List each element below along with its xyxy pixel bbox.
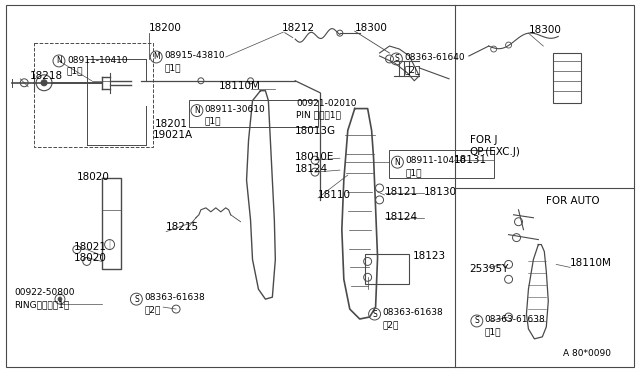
Text: 18010E: 18010E <box>295 152 335 162</box>
Text: 18020: 18020 <box>74 253 107 263</box>
Text: 08915-43810: 08915-43810 <box>164 51 225 60</box>
Circle shape <box>41 80 47 86</box>
Text: N: N <box>56 57 62 65</box>
Text: 18021: 18021 <box>74 241 107 251</box>
Bar <box>189 100 318 128</box>
Text: 19021A: 19021A <box>153 131 193 140</box>
Text: A 80*0090: A 80*0090 <box>563 349 611 358</box>
Text: FOR J: FOR J <box>470 135 497 145</box>
Text: （1）: （1） <box>164 63 180 72</box>
Text: OP.(EXC.J): OP.(EXC.J) <box>470 147 521 157</box>
Text: FOR AUTO: FOR AUTO <box>547 196 600 206</box>
Text: S: S <box>372 310 377 318</box>
Text: S: S <box>474 317 479 326</box>
Bar <box>34 43 153 147</box>
Circle shape <box>58 297 62 301</box>
Text: 18300: 18300 <box>355 23 388 33</box>
Text: 08911-10410: 08911-10410 <box>405 156 466 165</box>
Bar <box>553 53 581 103</box>
Text: 08911-30610: 08911-30610 <box>205 105 266 113</box>
Text: 18121: 18121 <box>385 187 418 197</box>
Text: 08911-10410: 08911-10410 <box>67 56 127 65</box>
Text: 00921-02010: 00921-02010 <box>296 99 356 108</box>
Text: 08363-61638: 08363-61638 <box>383 308 444 317</box>
Text: 08363-61638: 08363-61638 <box>484 315 545 324</box>
Text: （1）: （1） <box>484 327 501 336</box>
Text: 18130: 18130 <box>424 187 457 197</box>
Text: 18200: 18200 <box>149 23 182 33</box>
Text: （1）: （1） <box>67 66 83 75</box>
Text: 00922-50800: 00922-50800 <box>14 288 75 297</box>
Text: 08363-61640: 08363-61640 <box>404 53 465 62</box>
Text: S: S <box>394 54 399 64</box>
Text: （2）: （2） <box>383 320 399 329</box>
Text: 25395Y: 25395Y <box>469 264 508 275</box>
Text: 08363-61638: 08363-61638 <box>145 293 205 302</box>
Text: S: S <box>134 295 139 304</box>
Text: 18201: 18201 <box>156 119 188 128</box>
Text: 18020: 18020 <box>77 172 109 182</box>
Text: N: N <box>194 106 200 115</box>
Text: （1）: （1） <box>405 168 422 177</box>
Text: （1）: （1） <box>205 116 221 125</box>
Text: 18300: 18300 <box>529 25 561 35</box>
Text: 18124: 18124 <box>385 212 418 222</box>
Text: 18124: 18124 <box>295 164 328 174</box>
Text: PIN ピン（1）: PIN ピン（1） <box>296 110 341 119</box>
Text: 18110M: 18110M <box>570 259 612 269</box>
Text: 18212: 18212 <box>282 23 316 33</box>
Text: RINGリング（1）: RINGリング（1） <box>14 300 70 309</box>
Text: 18215: 18215 <box>166 222 199 232</box>
Text: （2）: （2） <box>145 305 161 314</box>
Bar <box>365 254 410 284</box>
Text: （2）: （2） <box>404 65 420 74</box>
Text: N: N <box>394 158 400 167</box>
Text: 18110: 18110 <box>318 190 351 200</box>
Text: 18131: 18131 <box>454 155 487 165</box>
Text: 18013G: 18013G <box>295 126 336 137</box>
Text: 18110M: 18110M <box>219 81 260 91</box>
Text: 18123: 18123 <box>413 250 447 260</box>
Text: M: M <box>153 52 159 61</box>
Bar <box>390 150 493 178</box>
Text: 18218: 18218 <box>30 71 63 81</box>
